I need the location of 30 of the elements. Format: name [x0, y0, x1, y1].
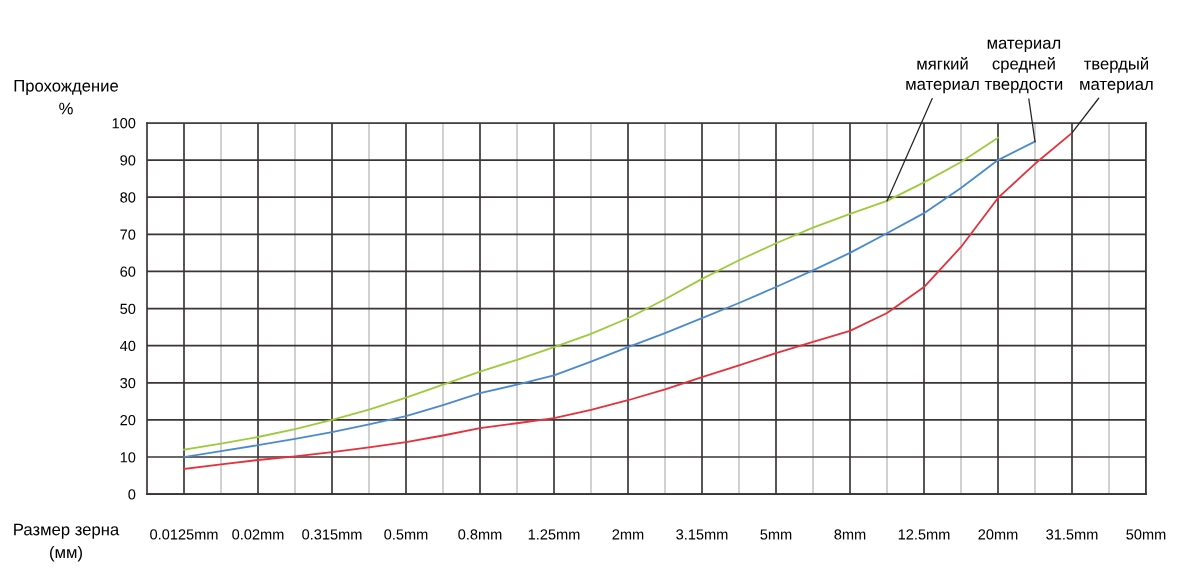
text: твердый материал	[1080, 57, 1153, 94]
x-tick-label: 20mm	[978, 529, 1018, 540]
x-tick-label: 12.5mm	[898, 529, 950, 540]
x-tick-label: 0.02mm	[232, 529, 284, 540]
y-tick-label: 60	[120, 266, 136, 277]
x-tick-label: 0.8mm	[458, 529, 502, 540]
y-tick-label: 10	[120, 452, 136, 463]
text: материал средней твердости	[984, 39, 1063, 94]
y-tick-label: 40	[120, 340, 136, 352]
y-tick-label: 100	[112, 118, 136, 129]
y-tick-label: 20	[120, 415, 136, 426]
x-tick-label: 8mm	[834, 529, 866, 540]
y-tick-label: 30	[120, 377, 136, 389]
y-axis-title: Прохождение %	[14, 80, 119, 115]
x-tick-label: 1.25mm	[528, 529, 580, 540]
y-tick-label: 70	[120, 229, 136, 240]
x-axis-title: Размер зерна (мм)	[14, 523, 120, 562]
x-tick-label: 50mm	[1126, 529, 1166, 540]
x-tick-label: 3.15mm	[676, 529, 728, 540]
y-tick-label: 80	[120, 192, 136, 203]
x-tick-label: 0.5mm	[384, 529, 428, 540]
x-tick-label: 0.0125mm	[150, 529, 218, 540]
x-tick-label: 2mm	[612, 529, 644, 540]
x-tick-label: 5mm	[760, 529, 792, 540]
x-tick-label: 31.5mm	[1046, 529, 1098, 540]
text: мягкий материал	[906, 57, 979, 94]
y-tick-label: 90	[120, 155, 136, 166]
x-tick-label: 0.315mm	[302, 529, 362, 540]
y-tick-label: 50	[120, 303, 136, 314]
y-tick-label: 0	[128, 489, 136, 500]
